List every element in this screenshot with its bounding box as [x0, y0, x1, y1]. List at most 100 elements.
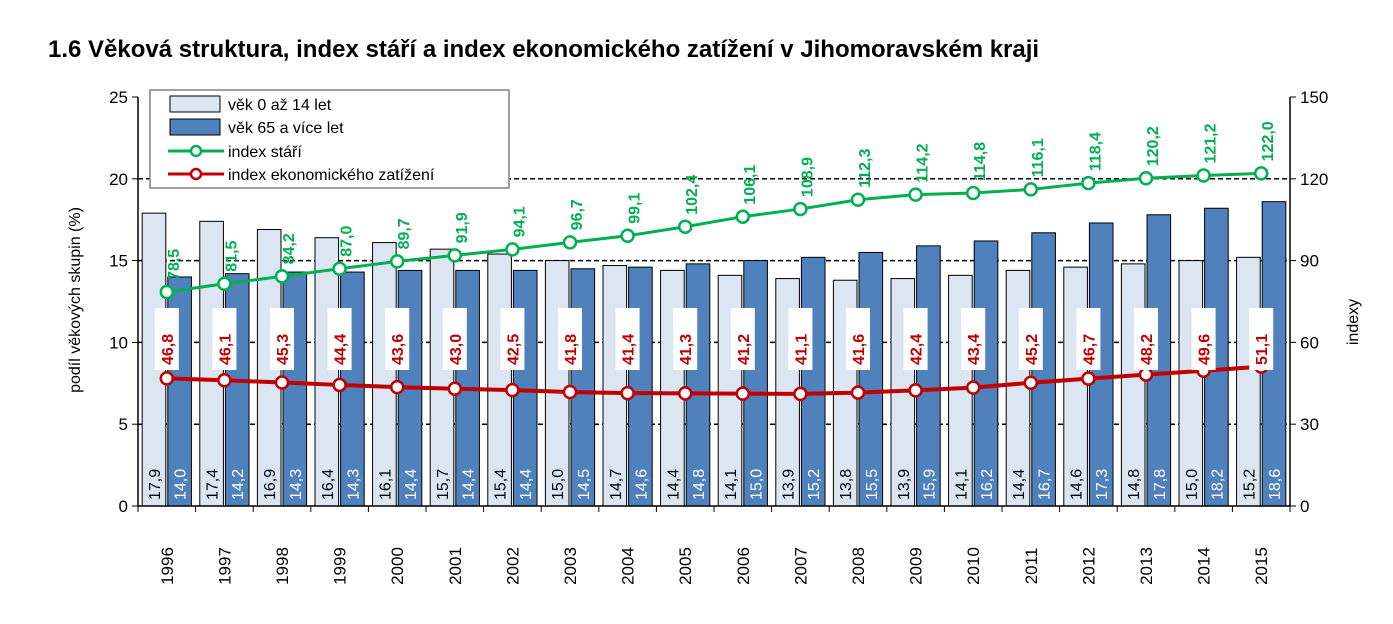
label-index-stari: 91,9: [454, 212, 471, 243]
label-index-zatizeni: 41,2: [736, 334, 753, 365]
legend-label: index stáří: [228, 144, 302, 161]
label-box-index-zatizeni: [327, 308, 352, 370]
point-index-stari: [1081, 175, 1096, 191]
bar-label-age-65-plus: 18,6: [1267, 469, 1284, 500]
label-index-stari: 116,1: [1030, 138, 1047, 177]
label-index-zatizeni: 41,3: [678, 334, 695, 365]
label-index-stari: 81,5: [223, 241, 240, 272]
y-axis-label-right: indexy: [1345, 299, 1362, 345]
bar-label-age-0-14: 14,8: [1126, 469, 1143, 500]
bar-label-age-0-14: 14,6: [1069, 469, 1086, 500]
bar-label-age-0-14: 15,0: [1184, 469, 1201, 500]
x-tick-label: 2008: [849, 547, 868, 585]
legend-marker: [189, 167, 203, 181]
label-box-index-zatizeni: [1249, 308, 1274, 370]
bar-label-age-65-plus: 16,7: [1037, 469, 1054, 500]
x-tick-label: 2007: [791, 547, 810, 585]
point-index-stari: [1138, 171, 1154, 186]
x-tick-label: 2012: [1079, 547, 1098, 585]
bar-label-age-65-plus: 15,2: [806, 469, 823, 500]
point-index-stari: [850, 192, 866, 208]
point-index-zatizeni: [389, 379, 405, 395]
bar-label-age-65-plus: 14,4: [403, 469, 420, 500]
label-box-index-zatizeni: [730, 308, 755, 370]
label-index-zatizeni: 41,1: [793, 334, 810, 365]
bar-label-age-0-14: 17,9: [147, 469, 164, 500]
bar-label-age-65-plus: 14,8: [691, 469, 708, 500]
y-tick-label-left: 0: [119, 497, 128, 516]
legend-marker: [189, 144, 203, 158]
bar-label-age-65-plus: 15,5: [864, 469, 881, 500]
label-index-zatizeni: 44,4: [333, 334, 350, 365]
point-index-stari: [908, 187, 923, 202]
label-box-index-zatizeni: [1191, 308, 1216, 370]
y-tick-label-left: 5: [119, 415, 128, 434]
bar-label-age-65-plus: 17,3: [1094, 469, 1111, 500]
point-index-zatizeni: [562, 384, 578, 400]
point-index-zatizeni: [908, 383, 923, 398]
label-index-zatizeni: 43,0: [448, 334, 465, 365]
point-index-zatizeni: [735, 386, 751, 401]
x-tick-label: 2001: [446, 547, 465, 585]
bar-label-age-65-plus: 16,2: [979, 469, 996, 500]
y-tick-label-left: 10: [109, 333, 128, 352]
point-index-zatizeni: [447, 381, 463, 397]
label-box-index-zatizeni: [1076, 308, 1101, 370]
bar-label-age-65-plus: 14,3: [345, 469, 362, 500]
label-index-zatizeni: 46,8: [160, 334, 177, 365]
bar-age-0-14: [429, 248, 455, 507]
label-index-zatizeni: 42,5: [505, 334, 522, 365]
legend-label: index ekonomického zatížení: [228, 167, 435, 184]
label-index-stari: 114,2: [915, 143, 932, 182]
bar-label-age-0-14: 13,8: [838, 469, 855, 500]
label-index-zatizeni: 46,1: [217, 334, 234, 365]
y-tick-label-left: 25: [109, 88, 128, 107]
label-index-stari: 94,1: [511, 206, 528, 237]
point-index-stari: [562, 235, 578, 250]
point-index-zatizeni: [850, 385, 866, 400]
label-box-index-zatizeni: [212, 308, 237, 370]
x-tick-label: 2003: [561, 547, 580, 585]
point-index-zatizeni: [332, 377, 347, 393]
legend-swatch: [169, 95, 221, 113]
label-index-stari: 121,2: [1203, 123, 1220, 163]
legend-label: věk 0 až 14 let: [228, 97, 332, 114]
point-index-stari: [965, 185, 981, 201]
point-index-zatizeni: [505, 382, 520, 398]
label-index-stari: 96,7: [569, 199, 586, 230]
chart-title: 1.6 Věková struktura, index stáří a inde…: [48, 36, 1040, 63]
bar-label-age-65-plus: 17,8: [1152, 469, 1169, 500]
bar-label-age-0-14: 14,7: [608, 469, 625, 500]
x-tick-label: 2009: [907, 547, 926, 585]
label-index-stari: 112,3: [857, 149, 874, 188]
x-tick-label: 2006: [734, 547, 753, 585]
label-index-stari: 108,9: [799, 157, 816, 197]
bar-age-65-plus: [973, 240, 999, 507]
label-index-stari: 99,1: [627, 193, 644, 224]
label-index-stari: 84,2: [281, 233, 298, 264]
label-box-index-zatizeni: [846, 308, 870, 370]
x-tick-label: 2013: [1137, 547, 1156, 585]
bar-label-age-65-plus: 15,0: [749, 469, 766, 500]
bar-label-age-65-plus: 14,4: [518, 469, 535, 500]
data-labels: 17,9 14,0 17,4 14,2 16,9 14,3 16,4 14,3 16,1 14,4…: [147, 121, 1284, 500]
y-tick-label-right: 60: [1300, 333, 1319, 352]
point-index-stari: [332, 261, 347, 277]
line-index-stari: [166, 171, 1262, 294]
bar-label-age-65-plus: 14,5: [576, 469, 593, 500]
point-index-stari: [793, 201, 808, 217]
label-index-stari: 78,5: [166, 249, 183, 280]
bar-label-age-65-plus: 14,6: [633, 469, 650, 500]
legend[interactable]: věk 0 až 14 let věk 65 a více let index st…: [149, 89, 510, 189]
point-index-zatizeni: [1138, 367, 1154, 382]
x-tick-label: 2014: [1195, 547, 1214, 585]
point-index-stari: [274, 269, 290, 284]
y-tick-label-right: 30: [1300, 415, 1319, 434]
bar-label-age-0-14: 16,4: [320, 469, 337, 500]
bar-label-age-0-14: 14,4: [1011, 469, 1028, 500]
bar-age-0-14: [1236, 256, 1261, 507]
point-index-stari: [505, 242, 520, 257]
point-index-stari: [735, 209, 751, 224]
label-index-stari: 87,0: [339, 226, 356, 257]
bar-label-age-65-plus: 15,9: [921, 469, 938, 500]
